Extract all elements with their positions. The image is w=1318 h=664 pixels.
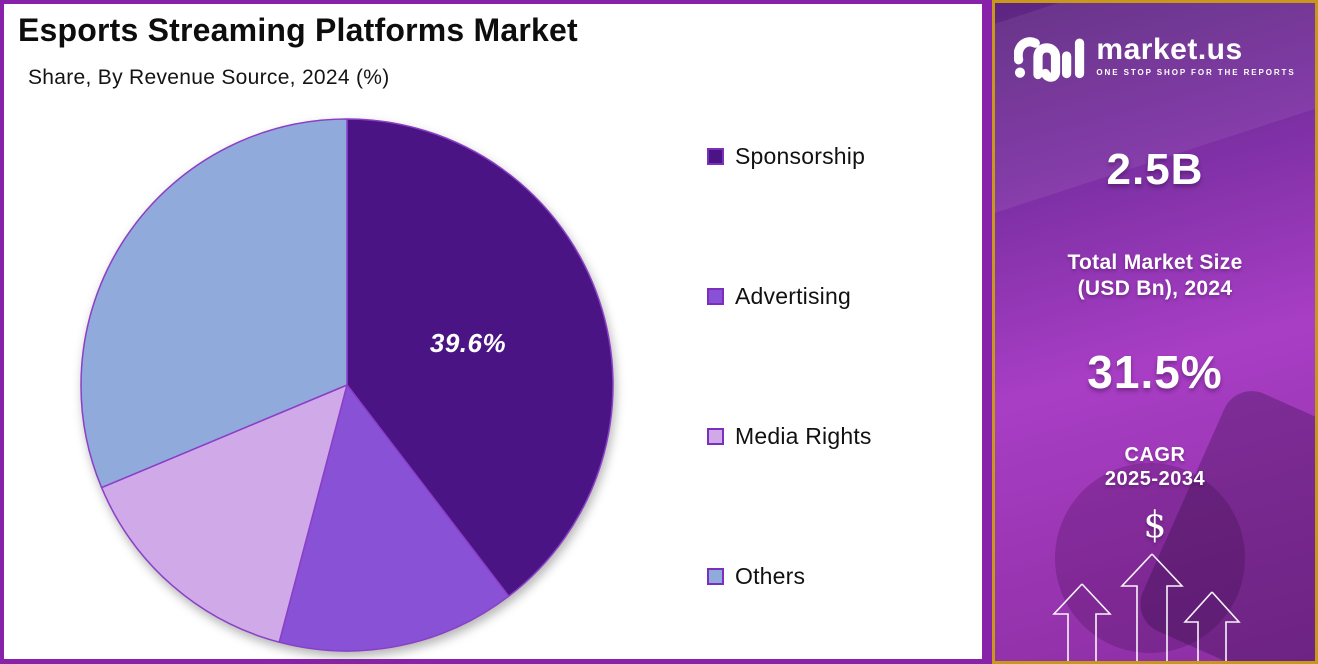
- pie-slice-advertising: [278, 384, 510, 652]
- cagr-label-line2: 2025-2034: [1104, 468, 1206, 490]
- brand-name: market.us: [1096, 33, 1243, 66]
- pie-slice-sponsorship: [346, 118, 614, 597]
- cagr-label: CAGR 2025-2034: [995, 443, 1315, 491]
- market-size-value: 2.5B: [1106, 145, 1204, 194]
- pie-chart: [80, 118, 614, 652]
- market-size-label-line2: (USD Bn), 2024: [1077, 277, 1233, 300]
- legend-swatch-others: [707, 568, 724, 585]
- legend: Sponsorship Advertising Media Rights Oth…: [707, 4, 977, 659]
- pie-slice-others: [80, 118, 348, 489]
- pie-slice-media-rights: [100, 384, 348, 643]
- legend-label: Advertising: [735, 283, 851, 309]
- chart-subtitle: Share, By Revenue Source, 2024 (%): [28, 66, 390, 89]
- legend-label: Media Rights: [735, 423, 872, 449]
- marketus-logo-icon: [1014, 37, 1085, 82]
- brand-tagline: ONE STOP SHOP FOR THE REPORTS: [1096, 68, 1296, 77]
- legend-item-media-rights: Media Rights: [707, 423, 872, 450]
- legend-item-others: Others: [707, 563, 805, 590]
- legend-label: Others: [735, 563, 806, 589]
- legend-item-sponsorship: Sponsorship: [707, 143, 865, 170]
- sidebar: market.us ONE STOP SHOP FOR THE REPORTS …: [992, 0, 1318, 664]
- cagr-label-line1: CAGR: [1124, 444, 1186, 466]
- legend-swatch-media-rights: [707, 428, 724, 445]
- legend-swatch-advertising: [707, 288, 724, 305]
- chart-panel: Esports Streaming Platforms Market Share…: [0, 0, 992, 664]
- background-texture: [1055, 463, 1245, 653]
- marketus-logo: market.us ONE STOP SHOP FOR THE REPORTS: [995, 27, 1315, 85]
- page-title: Esports Streaming Platforms Market: [18, 12, 578, 48]
- legend-swatch-sponsorship: [707, 148, 724, 165]
- legend-label: Sponsorship: [735, 143, 866, 169]
- market-size-label: Total Market Size (USD Bn), 2024: [995, 250, 1315, 302]
- cagr-value: 31.5%: [1087, 346, 1223, 398]
- growth-arrows-icon: [1052, 553, 1241, 661]
- pie-slice-label: 39.6%: [429, 328, 507, 358]
- dollar-symbol: $: [1143, 505, 1167, 546]
- market-size-label-line1: Total Market Size: [1067, 251, 1243, 274]
- legend-item-advertising: Advertising: [707, 283, 851, 310]
